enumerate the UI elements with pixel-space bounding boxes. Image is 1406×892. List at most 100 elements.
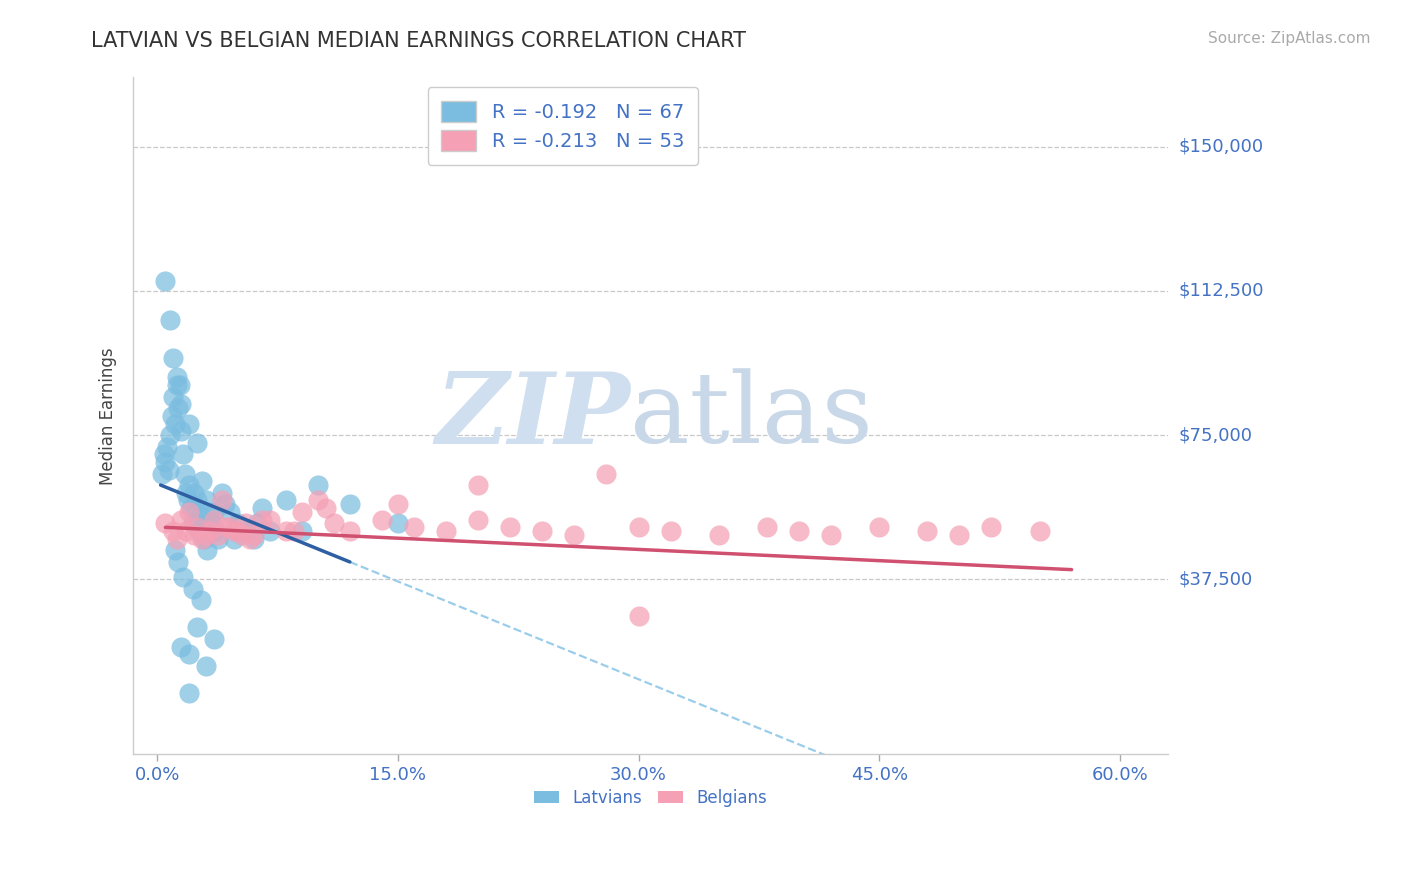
Point [188, 524, 211, 538]
Point [259, 513, 281, 527]
Point [162, 390, 184, 404]
Y-axis label: Median Earnings: Median Earnings [100, 347, 117, 484]
Point [159, 312, 181, 326]
Point [179, 505, 201, 519]
Point [531, 524, 554, 538]
Point [163, 417, 186, 431]
Point [239, 532, 262, 546]
Point [659, 524, 682, 538]
Point [218, 520, 240, 534]
Point [868, 520, 890, 534]
Point [190, 508, 212, 523]
Point [170, 397, 193, 411]
Point [339, 497, 361, 511]
Point [200, 524, 222, 538]
Point [307, 478, 329, 492]
Point [202, 632, 225, 646]
Point [202, 505, 225, 519]
Point [201, 516, 224, 531]
Point [172, 570, 194, 584]
Point [218, 505, 240, 519]
Text: ZIP: ZIP [434, 368, 630, 464]
Point [499, 520, 522, 534]
Point [170, 513, 193, 527]
Point [231, 528, 253, 542]
Text: $37,500: $37,500 [1180, 570, 1253, 588]
Point [434, 524, 457, 538]
Point [274, 493, 297, 508]
Point [197, 505, 219, 519]
Point [707, 528, 730, 542]
Point [179, 686, 201, 700]
Point [980, 520, 1002, 534]
Point [193, 532, 215, 546]
Point [194, 528, 217, 542]
Point [307, 493, 329, 508]
Point [755, 520, 778, 534]
Point [167, 555, 190, 569]
Point [226, 516, 249, 531]
Point [155, 274, 177, 288]
Point [186, 620, 208, 634]
Point [181, 582, 204, 596]
Point [179, 417, 201, 431]
Point [162, 524, 184, 538]
Point [250, 501, 273, 516]
Point [186, 493, 208, 508]
Point [820, 528, 842, 542]
Point [259, 524, 281, 538]
Point [215, 520, 238, 534]
Point [153, 447, 176, 461]
Point [204, 524, 226, 538]
Point [179, 647, 201, 661]
Point [224, 532, 246, 546]
Text: atlas: atlas [630, 368, 873, 464]
Point [155, 455, 177, 469]
Point [167, 401, 190, 416]
Point [173, 467, 195, 481]
Point [467, 513, 489, 527]
Point [170, 640, 193, 654]
Point [160, 409, 183, 423]
Point [339, 524, 361, 538]
Text: LATVIAN VS BELGIAN MEDIAN EARNINGS CORRELATION CHART: LATVIAN VS BELGIAN MEDIAN EARNINGS CORRE… [91, 31, 747, 51]
Point [183, 485, 205, 500]
Point [159, 428, 181, 442]
Point [917, 524, 939, 538]
Point [186, 520, 208, 534]
Point [322, 516, 344, 531]
Point [166, 532, 188, 546]
Point [387, 516, 409, 531]
Point [211, 485, 233, 500]
Point [190, 593, 212, 607]
Point [163, 543, 186, 558]
Point [191, 532, 214, 546]
Point [948, 528, 970, 542]
Point [224, 524, 246, 538]
Point [181, 516, 204, 531]
Point [250, 513, 273, 527]
Point [283, 524, 305, 538]
Point [194, 493, 217, 508]
Point [467, 478, 489, 492]
Text: $150,000: $150,000 [1180, 137, 1264, 156]
Point [166, 378, 188, 392]
Point [226, 524, 249, 538]
Text: $75,000: $75,000 [1180, 426, 1253, 444]
Point [195, 543, 218, 558]
Point [169, 378, 191, 392]
Point [191, 474, 214, 488]
Point [235, 516, 257, 531]
Point [627, 608, 650, 623]
Point [155, 516, 177, 531]
Point [214, 497, 236, 511]
Point [787, 524, 810, 538]
Point [207, 532, 229, 546]
Point [180, 501, 202, 516]
Point [174, 485, 197, 500]
Point [170, 424, 193, 438]
Point [402, 520, 425, 534]
Legend: Latvians, Belgians: Latvians, Belgians [527, 782, 775, 814]
Point [564, 528, 586, 542]
Point [179, 478, 201, 492]
